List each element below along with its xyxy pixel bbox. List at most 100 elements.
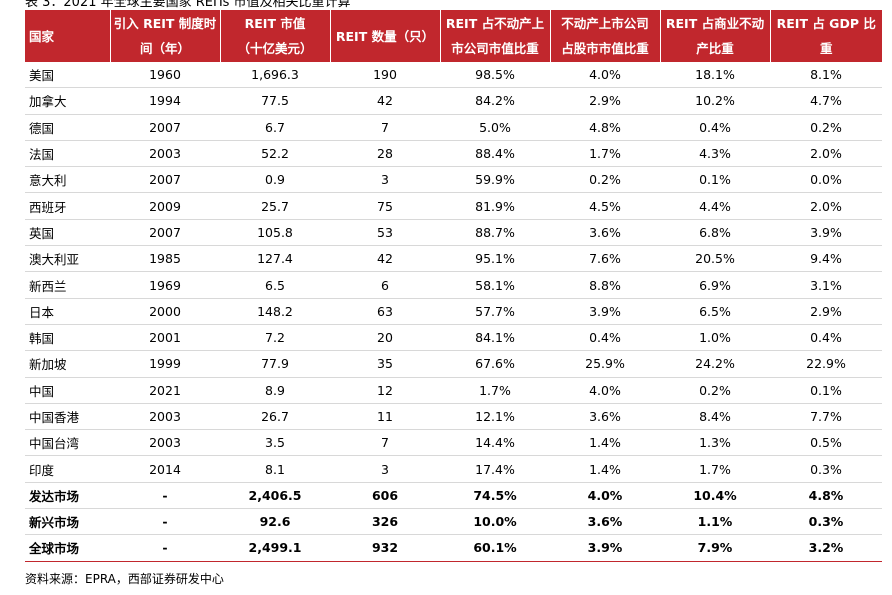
cell: 74.5% — [440, 482, 550, 510]
cell: 3.9% — [770, 219, 882, 247]
cell: 2007 — [110, 166, 220, 194]
cell: 4.0% — [550, 62, 660, 89]
cell: 7.7% — [770, 403, 882, 431]
header-line: 不动产上市公司 — [561, 16, 649, 31]
cell: 3.6% — [550, 403, 660, 431]
cell: 0.3% — [770, 508, 882, 536]
cell: 7.9% — [660, 534, 770, 562]
data-row: 英国 2007 105.8 53 88.7% 3.6% 6.8% 3.9% — [25, 219, 882, 247]
cell: 8.9 — [220, 377, 330, 404]
cell: 18.1% — [660, 62, 770, 89]
cell: 35 — [330, 350, 440, 378]
cell: 4.0% — [550, 377, 660, 404]
cell: 西班牙 — [25, 192, 110, 220]
header-line: 国家 — [29, 28, 55, 44]
cell: 20 — [330, 324, 440, 352]
cell: 1.7% — [550, 140, 660, 168]
data-row: 日本 2000 148.2 63 57.7% 3.9% 6.5% 2.9% — [25, 298, 882, 325]
header-line: REIT 占不动产上 — [445, 16, 545, 31]
cell: 韩国 — [25, 324, 110, 352]
cell: 3.1% — [770, 271, 882, 299]
cell: 3.9% — [550, 534, 660, 562]
header-cell: REIT 市值 （十亿美元） — [219, 10, 330, 62]
header-cell: 不动产上市公司 占股市市值比重 — [549, 10, 660, 62]
cell: 2003 — [110, 403, 220, 431]
cell: 2003 — [110, 140, 220, 168]
cell: 9.4% — [770, 245, 882, 273]
cell: 中国台湾 — [25, 429, 110, 457]
cell: 2003 — [110, 429, 220, 457]
cell: 6.5% — [660, 298, 770, 325]
data-row: 中国香港 2003 26.7 11 12.1% 3.6% 8.4% 7.7% — [25, 403, 882, 431]
cell: 0.9 — [220, 166, 330, 194]
cell: 1960 — [110, 62, 220, 89]
cell: 1,696.3 — [220, 62, 330, 89]
data-row: 意大利 2007 0.9 3 59.9% 0.2% 0.1% 0.0% — [25, 166, 882, 194]
cell: 意大利 — [25, 166, 110, 194]
cell: 12.1% — [440, 403, 550, 431]
cell: 7 — [330, 114, 440, 141]
cell: 77.5 — [220, 87, 330, 115]
cell: 0.4% — [660, 114, 770, 141]
cell: 发达市场 — [25, 482, 110, 510]
header-cell: REIT 数量（只） — [329, 10, 440, 62]
cell: 105.8 — [220, 219, 330, 247]
data-row: 印度 2014 8.1 3 17.4% 1.4% 1.7% 0.3% — [25, 455, 882, 483]
cell: 3.6% — [550, 219, 660, 247]
cell: 中国 — [25, 377, 110, 404]
data-row: 加拿大 1994 77.5 42 84.2% 2.9% 10.2% 4.7% — [25, 87, 882, 115]
cell: 2000 — [110, 298, 220, 325]
cell: 3.5 — [220, 429, 330, 457]
cell: 新兴市场 — [25, 508, 110, 536]
cell: 新西兰 — [25, 271, 110, 299]
cell: 7 — [330, 429, 440, 457]
cell: 日本 — [25, 298, 110, 325]
cell: 7.6% — [550, 245, 660, 273]
cell: 6 — [330, 271, 440, 299]
cell: 77.9 — [220, 350, 330, 378]
cell: 4.8% — [550, 114, 660, 141]
cell: 2014 — [110, 455, 220, 483]
cell: 5.0% — [440, 114, 550, 141]
cell: 7.2 — [220, 324, 330, 352]
cell: 2.9% — [770, 298, 882, 325]
cell: 0.2% — [660, 377, 770, 404]
cell: 德国 — [25, 114, 110, 141]
cell: 0.4% — [550, 324, 660, 352]
header-line: REIT 市值 — [244, 16, 306, 31]
cell: 2009 — [110, 192, 220, 220]
cell: 澳大利亚 — [25, 245, 110, 273]
data-row: 法国 2003 52.2 28 88.4% 1.7% 4.3% 2.0% — [25, 140, 882, 168]
cell: 8.8% — [550, 271, 660, 299]
cell: 3 — [330, 166, 440, 194]
cell: 0.4% — [770, 324, 882, 352]
cell: 59.9% — [440, 166, 550, 194]
cell: 20.5% — [660, 245, 770, 273]
data-row: 德国 2007 6.7 7 5.0% 4.8% 0.4% 0.2% — [25, 114, 882, 141]
cell: 606 — [330, 482, 440, 510]
cell: 14.4% — [440, 429, 550, 457]
cell: 0.1% — [770, 377, 882, 404]
cell: 11 — [330, 403, 440, 431]
data-row: 新西兰 1969 6.5 6 58.1% 8.8% 6.9% 3.1% — [25, 271, 882, 299]
source-note: 资料来源：EPRA，西部证券研发中心 — [25, 572, 224, 586]
header-cell: REIT 占 GDP 比重 — [769, 10, 882, 62]
cell: 67.6% — [440, 350, 550, 378]
cell: 2007 — [110, 219, 220, 247]
cell: 1.1% — [660, 508, 770, 536]
header-line: REIT 数量（只） — [335, 28, 435, 44]
table-title: 表 3：2021 年全球主要国家 REITs 市值及相关比重计算 — [25, 0, 351, 10]
cell: 4.0% — [550, 482, 660, 510]
cell: 4.4% — [660, 192, 770, 220]
header-line: 引入 REIT 制度时 — [113, 16, 217, 31]
cell: 3.6% — [550, 508, 660, 536]
cell: 1969 — [110, 271, 220, 299]
cell: 53 — [330, 219, 440, 247]
cell: 10.0% — [440, 508, 550, 536]
cell: 印度 — [25, 455, 110, 483]
cell: 24.2% — [660, 350, 770, 378]
header-line: （十亿美元） — [237, 41, 313, 56]
data-row: 新加坡 1999 77.9 35 67.6% 25.9% 24.2% 22.9% — [25, 350, 882, 378]
cell: 88.4% — [440, 140, 550, 168]
